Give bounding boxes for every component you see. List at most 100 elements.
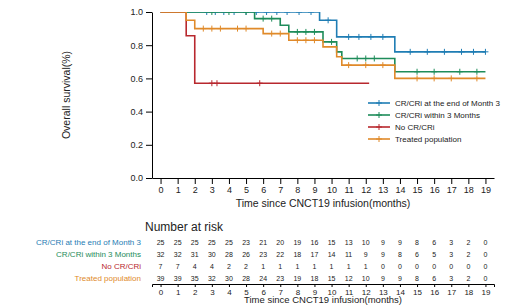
risk-count: 6 (415, 251, 419, 258)
tick-label: 4 (227, 288, 232, 297)
risk-count: 31 (191, 251, 199, 258)
censor-mark (294, 37, 300, 43)
tick-mark (417, 284, 418, 287)
censor-mark (414, 69, 420, 75)
tick-mark (485, 178, 486, 184)
tick-mark (400, 284, 401, 287)
risk-count: 2 (466, 239, 470, 246)
tick: 10 (327, 178, 337, 195)
y-axis: 0.00.20.40.60.81.0 (130, 7, 152, 183)
censor-mark (325, 17, 331, 23)
risk-count: 32 (157, 251, 165, 258)
tick: 8 (295, 178, 300, 195)
risk-count: 0 (466, 263, 470, 270)
tick-mark (195, 178, 196, 184)
censor-mark (448, 75, 454, 81)
risk-count: 9 (381, 251, 385, 258)
tick-mark (349, 284, 350, 287)
legend-item: Treated population (368, 135, 461, 144)
censor-mark (346, 62, 352, 68)
censor-mark (459, 49, 465, 55)
tick-label: 12 (361, 185, 371, 195)
tick-mark (280, 178, 281, 184)
tick-label: 10 (327, 185, 337, 195)
tick: 0.2 (130, 140, 152, 150)
tick-mark (485, 284, 486, 287)
tick-label: 9 (312, 185, 317, 195)
censor-mark (235, 26, 241, 32)
tick-mark (451, 284, 452, 287)
tick-mark (146, 78, 152, 79)
risk-table-x-title: Time since CNCT19 infusion(months) (244, 294, 402, 305)
tick: 2 (193, 284, 198, 297)
risk-count: 4 (193, 263, 197, 270)
tick-mark (314, 284, 315, 287)
tick-label: 1 (176, 288, 181, 297)
censor-mark (294, 29, 300, 35)
censor-mark (346, 34, 352, 40)
censor-mark (380, 34, 386, 40)
tick: 12 (361, 178, 371, 195)
survival-line (161, 12, 486, 78)
tick-label: 3 (210, 185, 215, 195)
tick: 0.0 (130, 173, 152, 183)
tick-mark (366, 178, 367, 184)
risk-row-label: No CR/CRi (101, 262, 141, 271)
tick-label: 17 (447, 185, 457, 195)
risk-count: 1 (364, 263, 368, 270)
risk-count: 25 (225, 239, 233, 246)
tick-mark (263, 284, 264, 287)
legend-label: CR/CRi within 3 Months (395, 111, 480, 120)
censor-mark (200, 26, 206, 32)
risk-count: 30 (208, 251, 216, 258)
censor-mark (431, 69, 437, 75)
risk-row-label: CR/CRi within 3 Months (56, 250, 141, 259)
censor-mark (407, 49, 413, 55)
tick-mark (332, 178, 333, 184)
risk-count: 1 (347, 263, 351, 270)
legend-marker (376, 124, 382, 130)
x-axis: 012345678910111213141516171819 (153, 178, 495, 195)
tick-mark (332, 284, 333, 287)
censor-mark (226, 12, 232, 15)
tick: 0.4 (130, 107, 152, 117)
censor-mark (217, 26, 223, 32)
tick-label: 1 (176, 185, 181, 195)
censor-mark (269, 31, 275, 37)
tick-label: 7 (278, 185, 283, 195)
tick: 15 (413, 284, 422, 297)
risk-count: 4 (210, 263, 214, 270)
tick-mark (366, 284, 367, 287)
tick-label: 8 (295, 185, 300, 195)
tick: 3 (210, 178, 215, 195)
tick-label: 3 (210, 288, 215, 297)
risk-count: 3 (449, 239, 453, 246)
risk-count: 0 (432, 263, 436, 270)
risk-count: 0 (483, 263, 487, 270)
risk-count: 21 (259, 239, 267, 246)
tick-mark (297, 178, 298, 184)
censor-mark (368, 34, 374, 40)
risk-count: 5 (432, 251, 436, 258)
tick-mark (468, 178, 469, 184)
risk-count: 39 (174, 275, 182, 282)
risk-count: 19 (293, 275, 301, 282)
censor-mark (260, 16, 266, 22)
tick-mark (146, 112, 152, 113)
censor-mark (243, 12, 249, 15)
legend-marker (376, 112, 382, 118)
risk-count: 0 (483, 251, 487, 258)
tick-label: 0.6 (130, 74, 143, 84)
tick-label: 18 (464, 185, 474, 195)
censor-mark (209, 26, 215, 32)
risk-count: 2 (244, 263, 248, 270)
risk-count: 30 (225, 275, 233, 282)
legend-label: Treated population (395, 135, 461, 144)
risk-count: 20 (276, 239, 284, 246)
tick-label: 1.0 (130, 7, 143, 17)
censor-mark (474, 75, 480, 81)
risk-count: 6 (432, 239, 436, 246)
risk-count: 2 (466, 275, 470, 282)
tick-label: 4 (227, 185, 232, 195)
risk-count: 19 (293, 239, 301, 246)
